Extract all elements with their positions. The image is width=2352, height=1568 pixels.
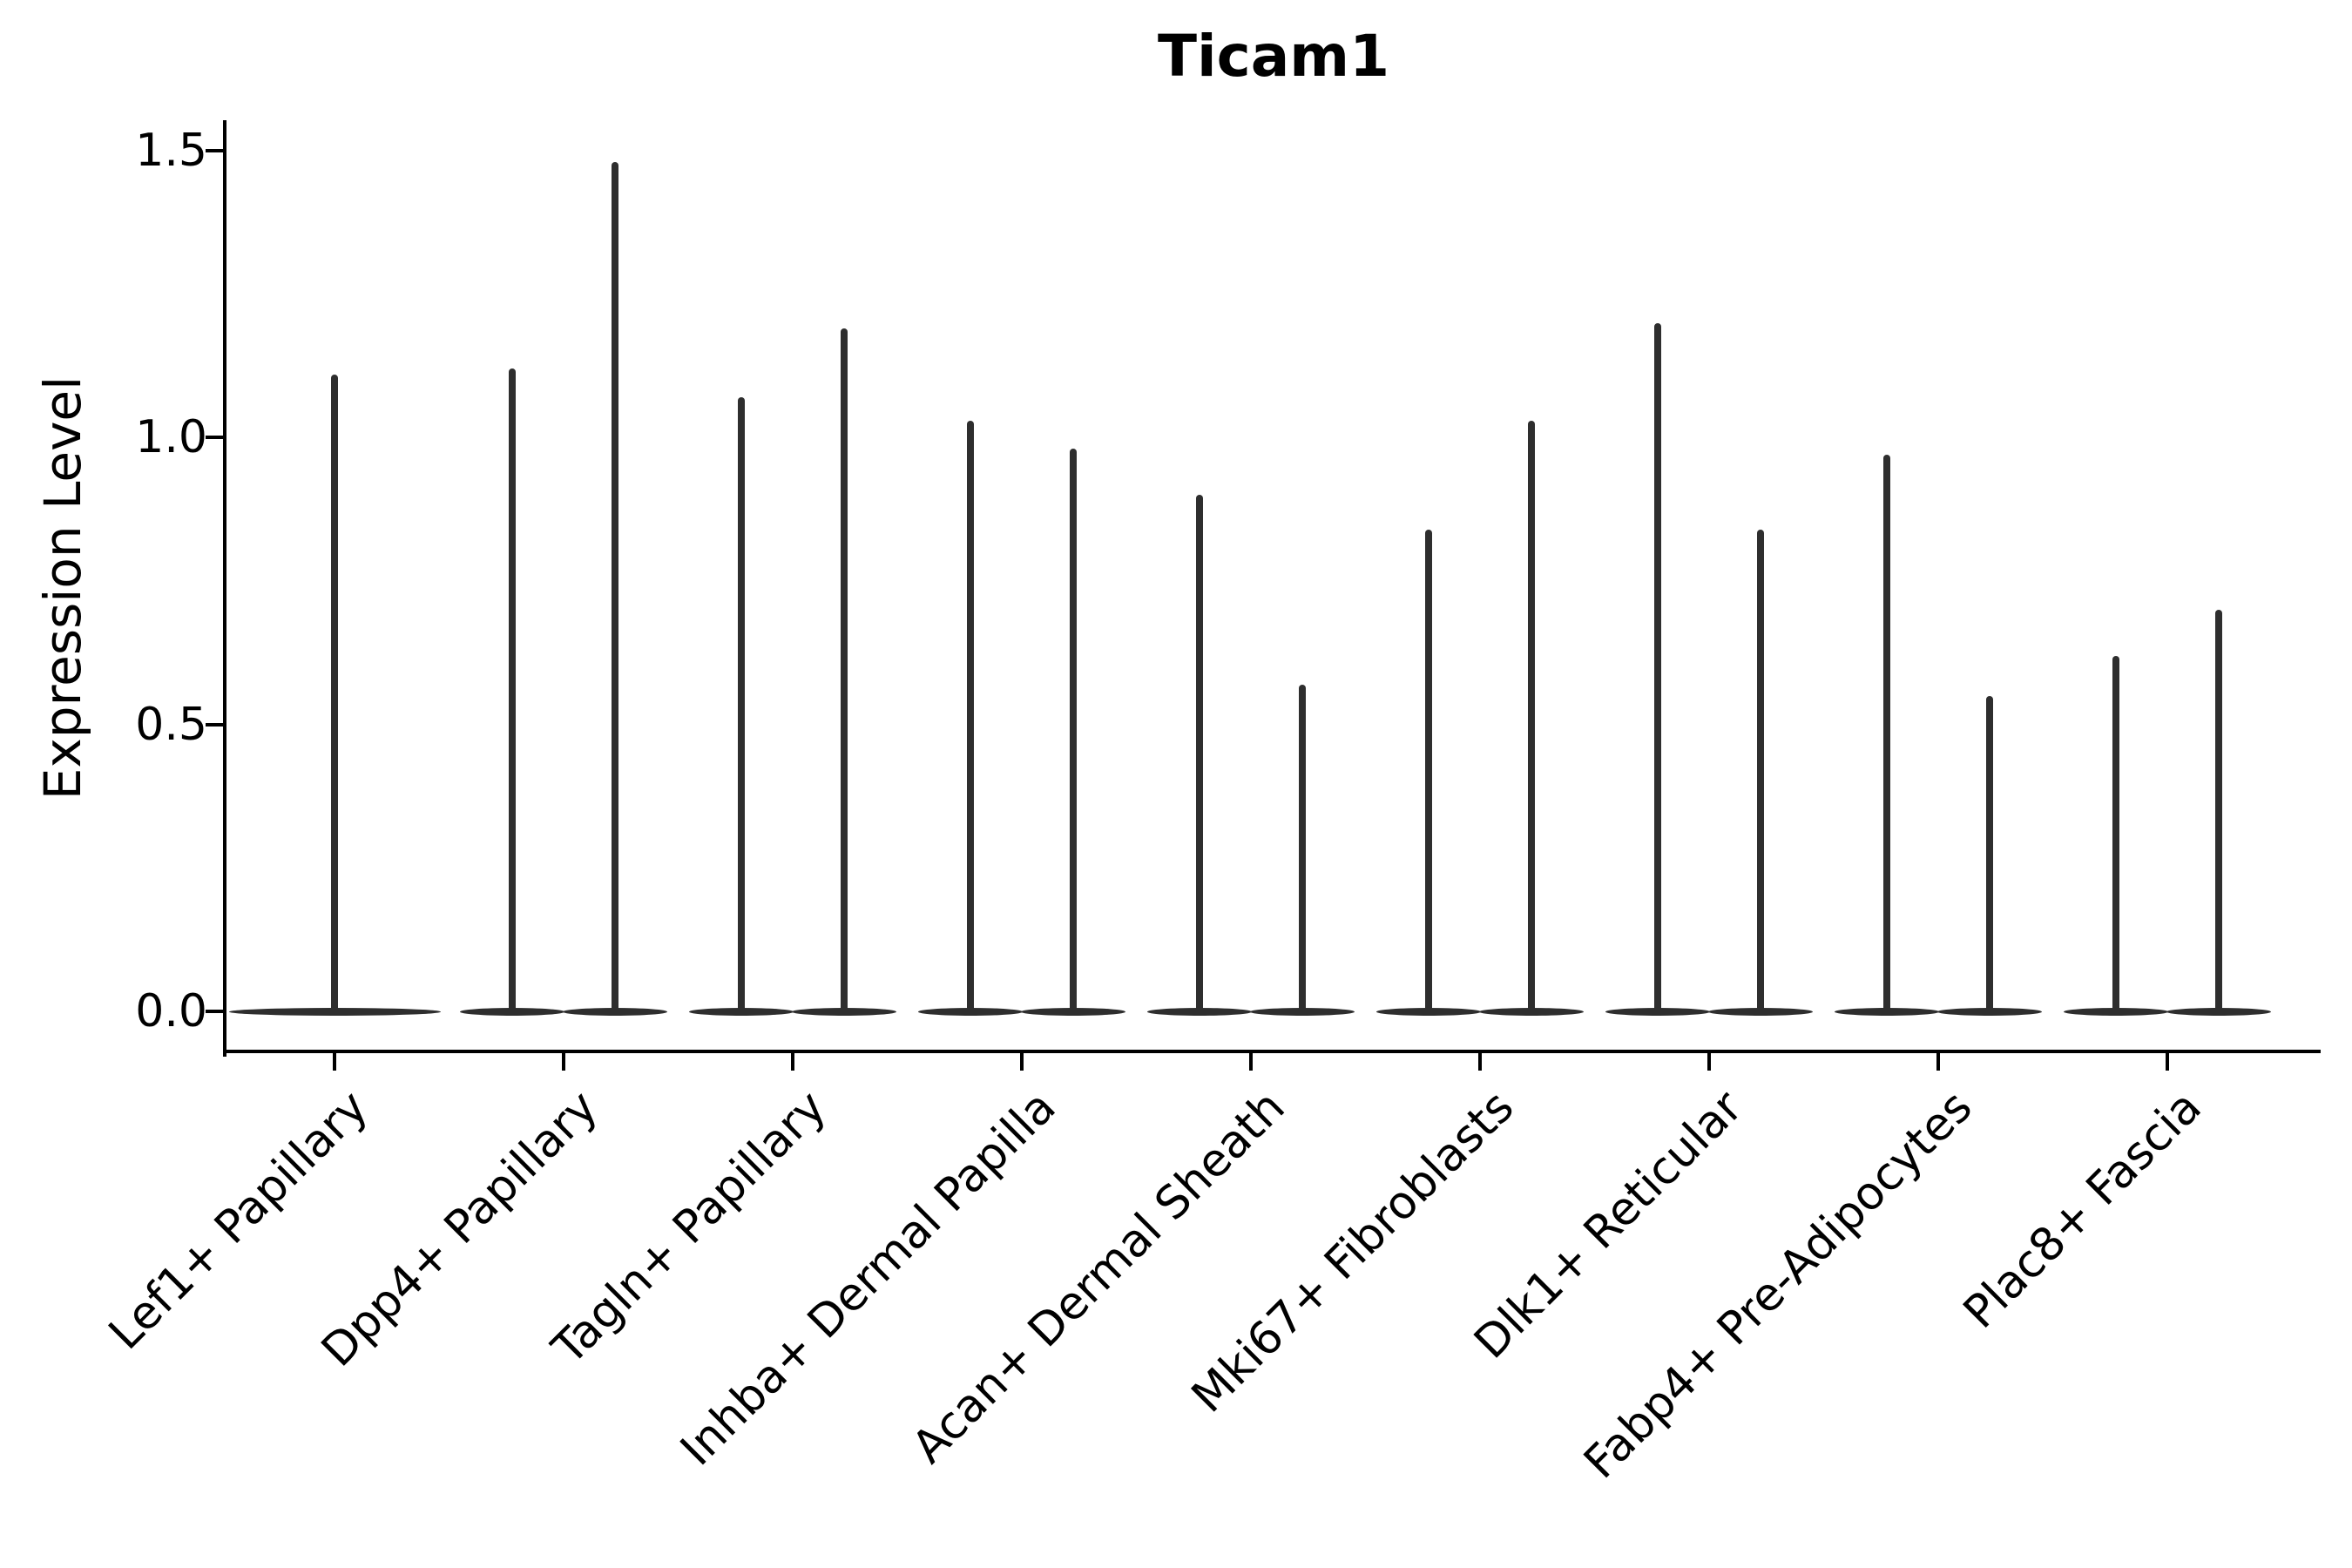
- violin-body: [563, 1007, 667, 1016]
- violin-spike: [612, 162, 618, 1011]
- violin-body: [460, 1007, 564, 1016]
- x-tick-mark: [1478, 1053, 1482, 1071]
- violin-spike: [2215, 609, 2222, 1011]
- violin-spike: [1070, 449, 1077, 1011]
- x-tick-mark: [333, 1053, 336, 1071]
- violin-spike: [738, 397, 745, 1011]
- violin-body: [689, 1007, 794, 1016]
- x-tick-label: Acan+ Dermal Sheath: [902, 1080, 1295, 1474]
- violin-body: [1376, 1007, 1481, 1016]
- y-tick-mark: [206, 722, 223, 727]
- x-tick-mark: [562, 1053, 565, 1071]
- violin-spike: [1986, 695, 1993, 1011]
- violin-spike: [1883, 455, 1890, 1011]
- violin-body: [1708, 1007, 1813, 1016]
- y-tick-mark: [206, 148, 223, 152]
- x-tick-mark: [1936, 1053, 1940, 1071]
- violin-body: [2064, 1007, 2168, 1016]
- y-tick-label: 0.5: [135, 698, 207, 751]
- x-tick-mark: [1249, 1053, 1253, 1071]
- x-tick-label: Inhba+ Dermal Papilla: [670, 1080, 1066, 1477]
- x-tick-mark: [791, 1053, 794, 1071]
- y-tick-mark: [206, 1010, 223, 1013]
- y-tick-label: 1.0: [135, 411, 207, 464]
- violin-spike: [967, 420, 974, 1011]
- violin-body: [918, 1007, 1023, 1016]
- x-tick-label: Plac8+ Fascia: [1953, 1080, 2212, 1339]
- violin-body: [1250, 1007, 1355, 1016]
- x-axis-spine: [223, 1050, 2321, 1053]
- violin-body: [228, 1007, 441, 1016]
- violin-spike: [1299, 684, 1306, 1011]
- violin-spike: [509, 368, 516, 1011]
- violin-body: [2166, 1007, 2271, 1016]
- violin-spike: [2112, 655, 2119, 1011]
- violin-spike: [1528, 420, 1535, 1011]
- y-axis-spine: [223, 120, 226, 1057]
- violin-body: [1937, 1007, 2042, 1016]
- y-tick-label: 1.5: [135, 124, 207, 177]
- violin-spike: [1654, 322, 1661, 1011]
- violin-spike: [1757, 529, 1764, 1011]
- y-axis-label: Expression Level: [33, 375, 92, 801]
- violin-spike: [1196, 495, 1203, 1011]
- violin-body: [792, 1007, 896, 1016]
- chart-title: Ticam1: [1158, 23, 1389, 90]
- x-tick-mark: [2166, 1053, 2169, 1071]
- y-tick-mark: [206, 436, 223, 440]
- violin-spike: [1425, 529, 1432, 1011]
- x-tick-label: Fabp4+ Pre-Adipocytes: [1574, 1080, 1983, 1490]
- violin-body: [1021, 1007, 1125, 1016]
- violin-body: [1479, 1007, 1584, 1016]
- y-tick-label: 0.0: [135, 985, 207, 1037]
- violin-body: [1147, 1007, 1252, 1016]
- x-tick-mark: [1707, 1053, 1711, 1071]
- violin-body: [1835, 1007, 1939, 1016]
- violin-spike: [331, 374, 338, 1011]
- violin-spike: [841, 328, 848, 1011]
- violin-body: [1605, 1007, 1710, 1016]
- x-tick-mark: [1020, 1053, 1024, 1071]
